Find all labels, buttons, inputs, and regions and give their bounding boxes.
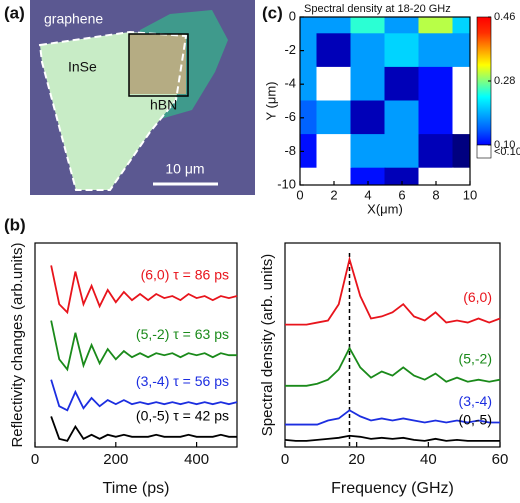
x-tick-label: 60 xyxy=(492,451,509,468)
heatmap-cells xyxy=(300,17,470,185)
heat-cell xyxy=(300,17,318,35)
series-label: (0,-5) xyxy=(459,412,492,428)
y-tick-label: 0 xyxy=(289,8,296,23)
colorbar-tick-label: 0.10 xyxy=(494,139,515,151)
y-axis-label: Y (μm) xyxy=(263,81,278,120)
y-tick-label: -2 xyxy=(284,42,296,57)
panel-label: (a) xyxy=(4,3,25,22)
plot-frame xyxy=(299,16,471,186)
series-line xyxy=(285,409,500,426)
heat-cell xyxy=(418,134,454,169)
y-tick-label: -10 xyxy=(277,176,296,191)
heat-cell xyxy=(384,33,420,68)
heat-cell xyxy=(452,17,470,35)
x-tick-label: 20 xyxy=(348,451,365,468)
x-tick-label: 200 xyxy=(103,451,128,468)
heat-cell xyxy=(384,100,420,136)
series-label: (6,0) xyxy=(463,289,492,305)
inse-outline xyxy=(38,30,188,191)
heat-cell xyxy=(384,134,420,169)
heat-cell xyxy=(316,100,352,136)
x-tick-label: 4 xyxy=(364,187,371,202)
x-tick-label: 8 xyxy=(432,187,439,202)
heat-cell xyxy=(418,100,454,136)
heat-cell xyxy=(316,33,352,68)
x-tick-label: 400 xyxy=(184,451,209,468)
x-axis-label: Frequency (GHz) xyxy=(331,480,454,497)
series-label: (3,-4) xyxy=(459,393,492,409)
y-axis-label: Spectral density (arb. units) xyxy=(259,254,276,437)
panel-label: (c) xyxy=(262,3,283,22)
heat-cell xyxy=(316,66,352,102)
series-label: (3,-4) τ = 56 ps xyxy=(136,373,229,389)
x-axis-label: Time (ps) xyxy=(103,480,170,497)
series-line xyxy=(50,320,237,372)
series-line xyxy=(50,265,238,315)
label-inse: InSe xyxy=(68,59,97,75)
plot-frame xyxy=(34,242,238,448)
x-tick-label: 0 xyxy=(31,451,39,468)
x-tick-label: 2 xyxy=(330,187,337,202)
panel-label: (b) xyxy=(4,215,26,234)
y-axis-label: Reflectivity changes (arb.units) xyxy=(9,242,26,447)
heat-cell xyxy=(452,33,470,68)
series-line xyxy=(50,416,237,442)
y-tick-label: -8 xyxy=(284,143,296,158)
y-tick-label: -6 xyxy=(284,109,296,124)
heat-cell xyxy=(452,134,470,169)
colorbar-tick-label: 0.28 xyxy=(494,75,515,87)
series-label: (0,-5) τ = 42 ps xyxy=(136,408,229,424)
colorbar-below-label: <0.10 xyxy=(494,146,520,158)
overlap xyxy=(129,34,186,94)
heat-cell xyxy=(418,33,454,68)
chart-title: Spectral density at 18-20 GHz xyxy=(304,3,451,15)
zoom-box xyxy=(128,33,189,97)
heat-cell xyxy=(384,66,420,102)
label-graphene: graphene xyxy=(44,11,103,27)
heat-cell xyxy=(452,100,470,136)
heat-cell xyxy=(350,100,386,136)
series-label: (5,-2) xyxy=(459,350,492,366)
label-hbn: hBN xyxy=(150,97,177,113)
series-line xyxy=(50,379,238,412)
x-tick-label: 0 xyxy=(296,187,303,202)
series-line xyxy=(285,255,501,326)
heat-cell xyxy=(350,66,386,102)
heat-cell xyxy=(418,66,454,102)
y-tick-label: -4 xyxy=(284,76,296,91)
x-axis-label: X(μm) xyxy=(367,201,403,216)
series-line xyxy=(285,346,501,387)
heat-cell xyxy=(316,134,352,169)
plot-frame xyxy=(284,242,501,448)
heat-cell xyxy=(350,33,386,68)
series-label: (6,0) τ = 86 ps xyxy=(141,267,229,283)
series-label: (5,-2) τ = 63 ps xyxy=(136,326,229,342)
x-tick-label: 6 xyxy=(398,187,405,202)
series-line xyxy=(284,434,500,442)
x-tick-label: 0 xyxy=(281,451,289,468)
colorbar-below xyxy=(476,144,492,159)
heat-cell xyxy=(350,134,386,169)
scale-label: 10 μm xyxy=(165,161,204,177)
colorbar-tick-label: 0.46 xyxy=(494,11,515,23)
x-tick-label: 40 xyxy=(420,451,437,468)
heat-cell xyxy=(452,66,470,102)
x-tick-label: 10 xyxy=(463,187,477,202)
